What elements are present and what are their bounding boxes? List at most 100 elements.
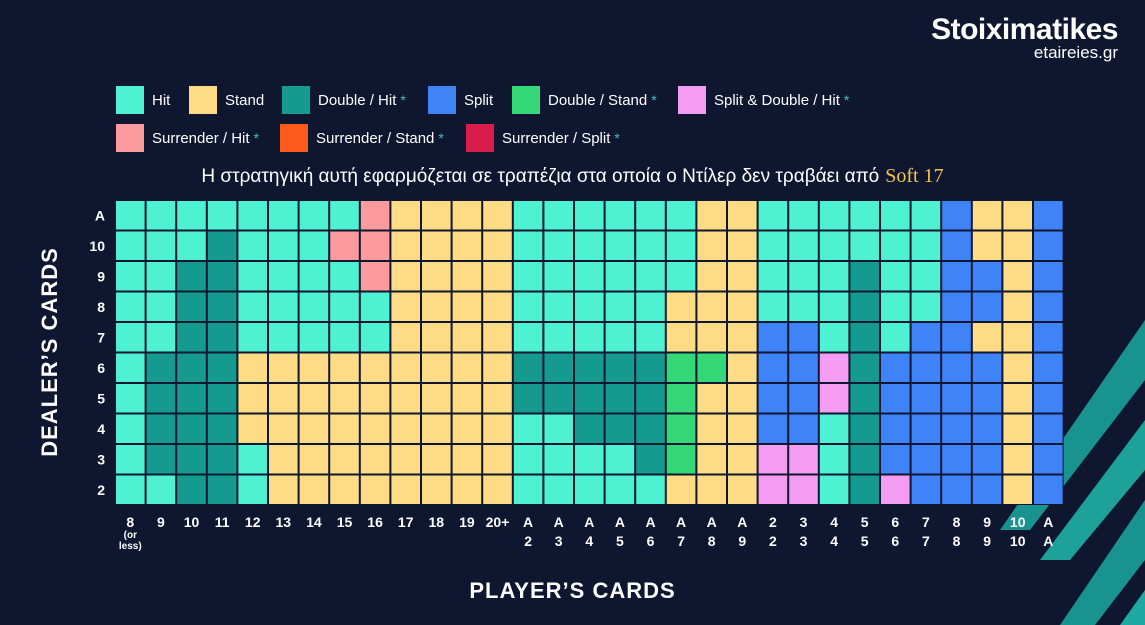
x-tick-label: 4 xyxy=(585,533,593,549)
cell-d-r5-c1 xyxy=(146,353,176,382)
x-tick-label: A xyxy=(737,514,747,530)
cell-rh-r1-c8 xyxy=(360,231,390,260)
cell-s-r8-c8 xyxy=(360,445,390,474)
legend-swatch-surrender-split xyxy=(466,124,494,152)
x-tick-label: 17 xyxy=(398,514,414,530)
cell-s-r6-c5 xyxy=(269,384,298,413)
cell-h-r2-c6 xyxy=(299,262,329,291)
cell-s-r5-c7 xyxy=(330,353,359,382)
cell-s-r2-c11 xyxy=(452,262,482,291)
cell-s-r9-c20 xyxy=(728,475,757,504)
cell-h-r0-c2 xyxy=(177,201,206,230)
cell-pd-r6-c23 xyxy=(819,384,849,413)
logo-sub-text: etaireies.gr xyxy=(1033,43,1118,62)
cell-h-r2-c1 xyxy=(146,262,176,291)
x-tick-label: 10 xyxy=(1010,533,1026,549)
x-tick-label: 10 xyxy=(1010,514,1026,530)
cell-d-r5-c14 xyxy=(544,353,573,382)
x-tick-label: 16 xyxy=(367,514,383,530)
x-tick-label: 14 xyxy=(306,514,322,530)
cell-h-r4-c8 xyxy=(360,323,390,352)
cell-s-r7-c19 xyxy=(697,414,726,443)
cell-h-r2-c14 xyxy=(544,262,573,291)
cell-h-r4-c13 xyxy=(513,323,543,352)
cell-h-r7-c14 xyxy=(544,414,573,443)
cell-p-r8-c30 xyxy=(1034,445,1063,474)
cell-s-r4-c9 xyxy=(391,323,420,352)
cell-d-r2-c24 xyxy=(850,262,879,291)
cell-s-r7-c4 xyxy=(238,414,267,443)
cell-s-r1-c11 xyxy=(452,231,482,260)
cell-h-r1-c6 xyxy=(299,231,329,260)
cell-h-r2-c26 xyxy=(911,262,941,291)
cell-s-r9-c19 xyxy=(697,475,726,504)
cell-p-r8-c26 xyxy=(911,445,941,474)
cell-p-r7-c22 xyxy=(789,414,818,443)
cell-s-r5-c29 xyxy=(1003,353,1032,382)
cell-ds-r6-c18 xyxy=(666,384,696,413)
cell-s-r8-c6 xyxy=(299,445,329,474)
cell-pd-r9-c22 xyxy=(789,475,818,504)
cell-s-r5-c20 xyxy=(728,353,757,382)
cell-d-r8-c3 xyxy=(207,445,237,474)
cell-p-r5-c28 xyxy=(972,353,1002,382)
cell-p-r5-c30 xyxy=(1034,353,1063,382)
legend-item-surrender-hit: Surrender / Hit * xyxy=(116,124,259,152)
cell-h-r0-c16 xyxy=(605,201,635,230)
cell-h-r2-c4 xyxy=(238,262,267,291)
cell-pd-r9-c25 xyxy=(881,475,910,504)
cell-d-r5-c17 xyxy=(636,353,665,382)
x-tick-label: A xyxy=(584,514,594,530)
x-tick-label: 3 xyxy=(800,514,808,530)
cell-h-r3-c7 xyxy=(330,292,359,321)
cell-h-r0-c13 xyxy=(513,201,543,230)
cell-s-r2-c9 xyxy=(391,262,420,291)
cell-h-r0-c6 xyxy=(299,201,329,230)
cell-s-r8-c12 xyxy=(483,445,512,474)
cell-p-r7-c26 xyxy=(911,414,941,443)
cell-p-r3-c28 xyxy=(972,292,1002,321)
cell-h-r2-c0 xyxy=(116,262,145,291)
cell-d-r8-c17 xyxy=(636,445,665,474)
cell-s-r2-c20 xyxy=(728,262,757,291)
cell-p-r0-c30 xyxy=(1034,201,1063,230)
brand-logo[interactable]: Stoiximatikes etaireies.gr xyxy=(931,14,1118,63)
x-tick-label: 12 xyxy=(245,514,261,530)
cell-d-r7-c3 xyxy=(207,414,237,443)
cell-h-r3-c14 xyxy=(544,292,573,321)
cell-d-r7-c17 xyxy=(636,414,665,443)
cell-s-r3-c9 xyxy=(391,292,420,321)
cell-s-r7-c29 xyxy=(1003,414,1032,443)
cell-d-r8-c1 xyxy=(146,445,176,474)
cell-s-r4-c11 xyxy=(452,323,482,352)
cell-h-r3-c25 xyxy=(881,292,910,321)
cell-h-r8-c4 xyxy=(238,445,267,474)
cell-s-r6-c10 xyxy=(422,384,451,413)
cell-p-r1-c27 xyxy=(942,231,971,260)
cell-h-r0-c17 xyxy=(636,201,665,230)
cell-h-r2-c25 xyxy=(881,262,910,291)
cell-d-r2-c2 xyxy=(177,262,206,291)
cell-d-r9-c3 xyxy=(207,475,237,504)
cell-h-r1-c0 xyxy=(116,231,145,260)
cell-h-r6-c0 xyxy=(116,384,145,413)
chart-subtitle: Η στρατηγική αυτή εφαρμόζεται σε τραπέζι… xyxy=(0,165,1145,188)
cell-h-r9-c14 xyxy=(544,475,573,504)
cell-s-r2-c29 xyxy=(1003,262,1032,291)
y-tick-label: 2 xyxy=(97,482,105,498)
cell-h-r3-c4 xyxy=(238,292,267,321)
cell-p-r7-c30 xyxy=(1034,414,1063,443)
cell-s-r6-c4 xyxy=(238,384,267,413)
cell-p-r9-c27 xyxy=(942,475,971,504)
cell-s-r4-c20 xyxy=(728,323,757,352)
cell-s-r6-c11 xyxy=(452,384,482,413)
cell-s-r9-c12 xyxy=(483,475,512,504)
x-tick-label: A xyxy=(1043,533,1053,549)
cell-h-r8-c14 xyxy=(544,445,573,474)
cell-s-r6-c19 xyxy=(697,384,726,413)
cell-h-r8-c0 xyxy=(116,445,145,474)
cell-d-r6-c3 xyxy=(207,384,237,413)
cell-s-r3-c20 xyxy=(728,292,757,321)
cell-h-r3-c22 xyxy=(789,292,818,321)
cell-d-r7-c1 xyxy=(146,414,176,443)
